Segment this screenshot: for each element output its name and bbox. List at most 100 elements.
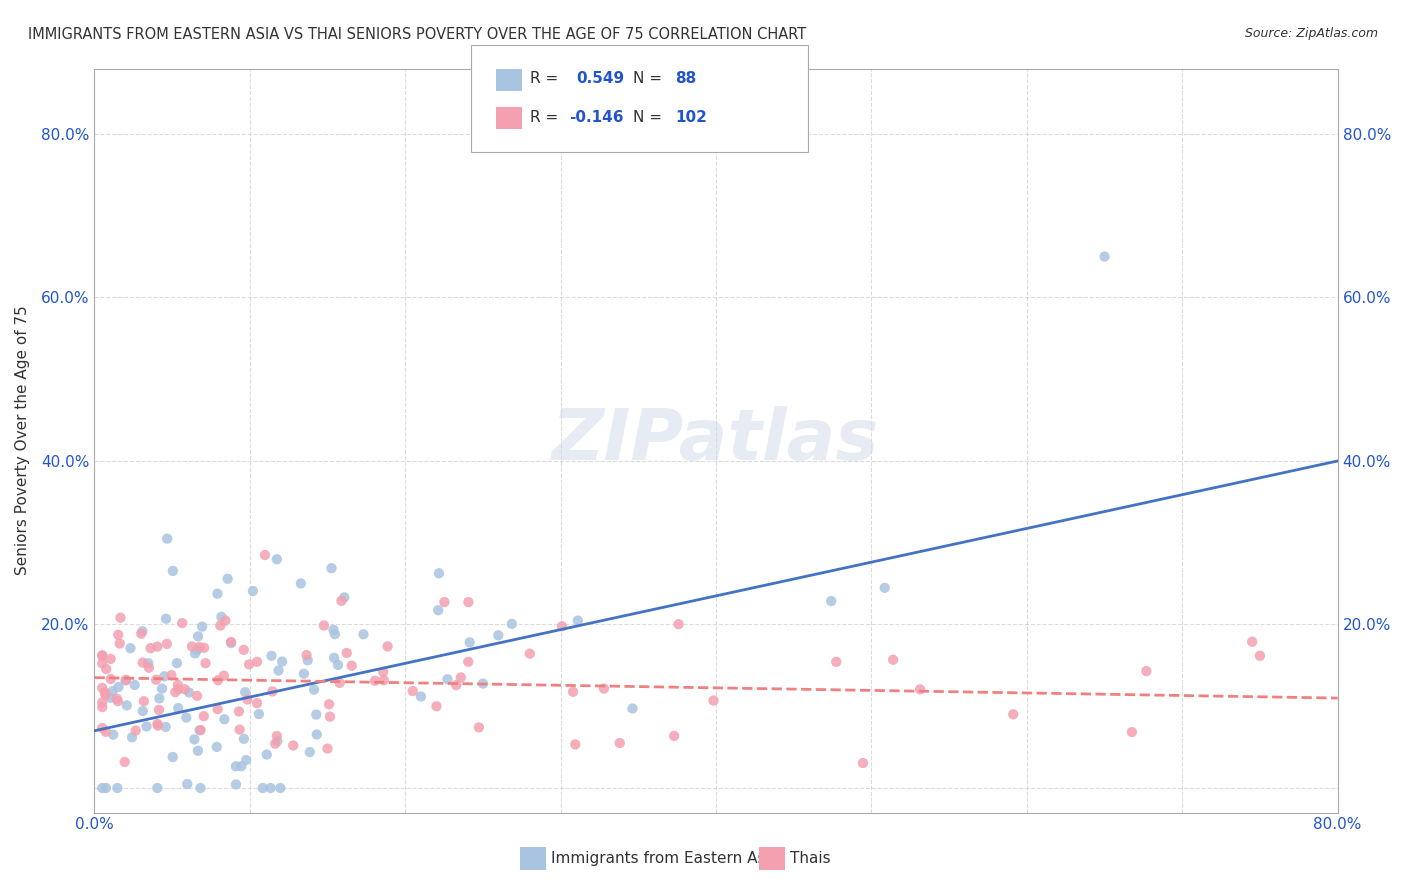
Point [322,623,344,637]
Point [162,564,184,578]
Point [377,640,399,654]
Point [124,723,146,738]
Point [94,780,117,795]
Point [120,641,142,656]
Point [107,628,129,642]
Point [155,612,177,626]
Text: Immigrants from Eastern Asia: Immigrants from Eastern Asia [551,852,779,866]
Point [225,759,247,773]
Point [209,610,232,624]
Point [450,671,472,685]
Point [283,739,305,753]
Point [132,694,155,708]
Point [1002,707,1025,722]
Point [160,668,183,682]
Point [353,627,375,641]
Point [231,759,253,773]
Point [316,741,339,756]
Point [326,657,349,672]
Point [260,648,283,663]
Point [266,729,288,743]
Point [373,673,395,688]
Text: R =: R = [530,71,558,86]
Point [167,682,190,697]
Point [207,702,229,716]
Point [468,720,491,734]
Point [114,673,136,688]
Point [225,777,247,791]
Point [166,678,188,692]
Point [188,640,211,654]
Point [193,640,215,655]
Point [820,594,842,608]
Point [246,696,269,710]
Point [567,614,589,628]
Point [108,636,131,650]
Point [269,780,291,795]
Point [305,727,328,741]
Point [271,655,294,669]
Point [668,617,690,632]
Point [91,681,114,695]
Point [150,681,173,696]
Point [184,647,207,661]
Point [115,698,138,713]
Point [373,665,395,679]
Point [336,646,359,660]
Point [132,704,155,718]
Point [433,595,456,609]
Point [139,641,162,656]
Point [825,655,848,669]
Point [191,619,214,633]
Point [564,738,586,752]
Point [186,643,208,657]
Point [94,685,117,699]
Point [165,685,187,699]
Point [129,626,152,640]
Point [267,664,290,678]
Point [551,619,574,633]
Point [323,627,346,641]
Point [146,640,169,654]
Point [292,666,315,681]
Point [266,552,288,566]
Point [145,673,167,687]
Point [179,685,201,699]
Point [593,681,616,696]
Text: Source: ZipAtlas.com: Source: ZipAtlas.com [1244,27,1378,40]
Point [662,729,685,743]
Point [330,594,353,608]
Point [209,618,232,632]
Text: 102: 102 [675,111,707,125]
Point [486,628,509,642]
Point [156,532,179,546]
Point [187,744,209,758]
Point [146,717,169,731]
Point [1121,725,1143,739]
Y-axis label: Seniors Poverty Over the Age of 75: Seniors Poverty Over the Age of 75 [15,306,30,575]
Point [190,780,212,795]
Point [176,710,198,724]
Point [256,747,278,762]
Point [91,648,114,663]
Point [94,724,117,739]
Point [181,640,204,654]
Text: -0.146: -0.146 [569,111,624,125]
Text: 88: 88 [675,71,696,86]
Point [702,693,724,707]
Point [458,635,481,649]
Text: N =: N = [633,111,662,125]
Point [457,655,479,669]
Point [457,595,479,609]
Point [153,669,176,683]
Point [1249,648,1271,663]
Point [107,694,129,708]
Point [91,780,114,795]
Point [340,658,363,673]
Point [105,780,128,795]
Point [214,614,236,628]
Point [519,647,541,661]
Point [188,723,211,738]
Point [427,603,450,617]
Point [312,618,335,632]
